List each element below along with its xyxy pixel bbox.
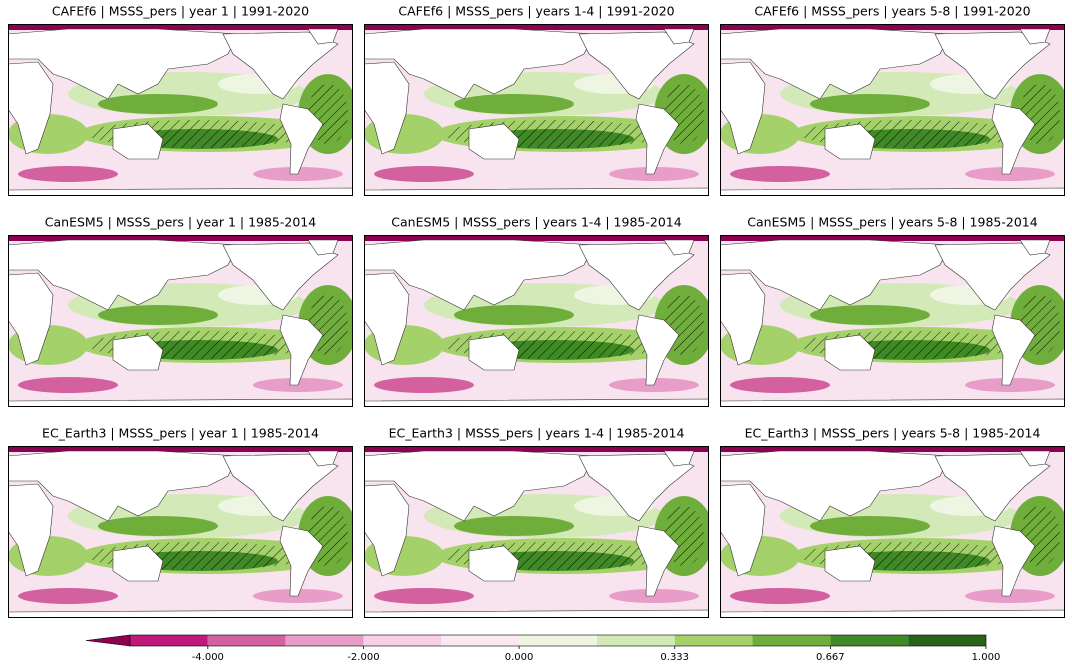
map-panel <box>720 446 1070 618</box>
map-panel <box>8 24 358 196</box>
colorbar-frame <box>129 634 987 647</box>
map-panel <box>8 446 358 618</box>
panel-title: EC_Earth3 | MSSS_pers | year 1 | 1985-20… <box>42 426 319 441</box>
map-panel <box>364 235 714 407</box>
colorbar-segment <box>674 635 753 646</box>
panel-title: CAFEf6 | MSSS_pers | years 5-8 | 1991-20… <box>754 4 1030 19</box>
colorbar-segment <box>441 635 520 646</box>
map-panel <box>364 446 714 618</box>
colorbar-segment <box>363 635 442 646</box>
map-panel <box>8 235 358 407</box>
colorbar-tick-label: 1.000 <box>972 652 1001 663</box>
panel-title: EC_Earth3 | MSSS_pers | years 5-8 | 1985… <box>745 426 1041 441</box>
map-panel <box>720 235 1070 407</box>
colorbar-tick-label: 0.667 <box>816 652 845 663</box>
colorbar-tick-label: 0.000 <box>505 652 534 663</box>
map-panel <box>364 24 714 196</box>
panel-title: CanESM5 | MSSS_pers | year 1 | 1985-2014 <box>45 215 316 230</box>
colorbar-tick-label: -2.000 <box>347 652 379 663</box>
colorbar-segment <box>207 635 286 646</box>
panel-title: EC_Earth3 | MSSS_pers | years 1-4 | 1985… <box>389 426 685 441</box>
colorbar-segment <box>908 635 986 646</box>
panel-title: CAFEf6 | MSSS_pers | years 1-4 | 1991-20… <box>398 4 674 19</box>
map-panel <box>720 24 1070 196</box>
colorbar-segment <box>752 635 831 646</box>
colorbar-segment <box>285 635 364 646</box>
colorbar-segment <box>596 635 675 646</box>
colorbar-tick-label: 0.333 <box>660 652 689 663</box>
colorbar-extend <box>85 634 131 647</box>
colorbar-segment <box>830 635 909 646</box>
colorbar-tick-label: -4.000 <box>192 652 224 663</box>
panel-title: CAFEf6 | MSSS_pers | year 1 | 1991-2020 <box>52 4 309 19</box>
colorbar-segment <box>519 635 597 646</box>
panel-title: CanESM5 | MSSS_pers | years 1-4 | 1985-2… <box>391 215 681 230</box>
panel-title: CanESM5 | MSSS_pers | years 5-8 | 1985-2… <box>747 215 1037 230</box>
colorbar-segment <box>130 635 208 646</box>
